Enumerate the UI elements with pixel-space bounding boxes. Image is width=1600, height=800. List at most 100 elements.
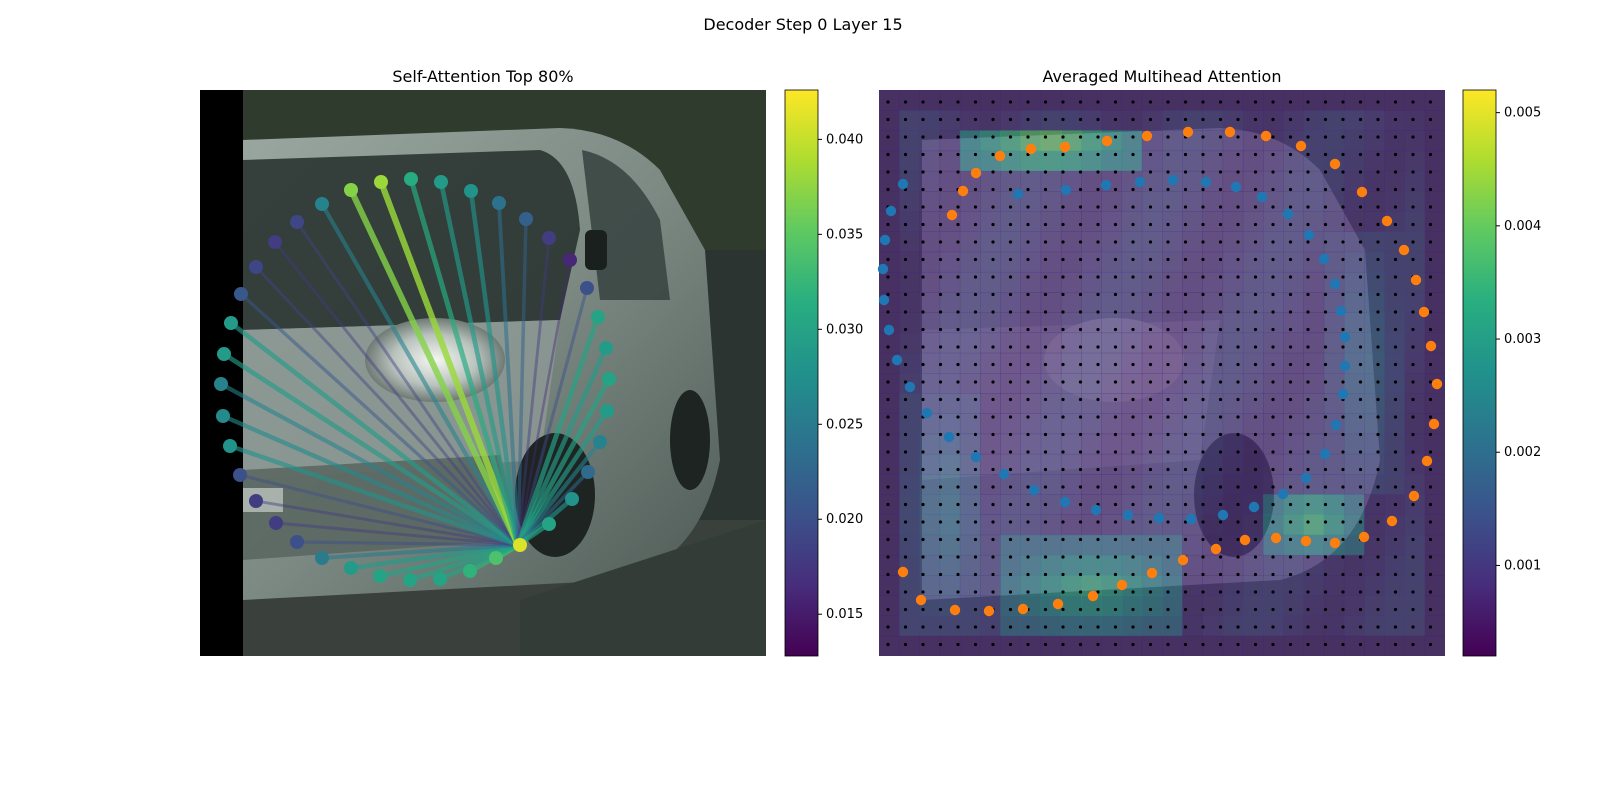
grid-dot [1078, 100, 1083, 104]
grid-dot [1201, 240, 1205, 244]
grid-dot [1166, 537, 1170, 542]
grid-dot [956, 415, 960, 419]
heatmap-cell [919, 332, 941, 354]
grid-dot [921, 170, 925, 174]
grid-dot [1061, 222, 1065, 227]
grid-dot [1306, 415, 1310, 419]
grid-dot [1218, 187, 1223, 192]
heatmap-cell [1242, 635, 1264, 656]
grid-dot [1271, 485, 1275, 489]
heatmap-cell [1141, 615, 1163, 637]
grid-dot [1166, 222, 1170, 227]
heatmap-cell [919, 635, 941, 656]
grid-dot [1306, 625, 1310, 629]
heatmap-cell [1081, 231, 1102, 253]
grid-dot [903, 590, 908, 594]
heatmap-cell [1343, 575, 1365, 596]
grid-dot [886, 555, 890, 559]
grid-dot [1271, 502, 1275, 507]
grid-dot [1358, 520, 1363, 524]
grid-dot [1061, 380, 1065, 384]
grid-dot [1061, 135, 1065, 139]
attention-point [565, 492, 579, 506]
heatmap-cell [1283, 191, 1304, 212]
heatmap-cell [1020, 635, 1042, 656]
heatmap-cell [1323, 110, 1345, 131]
blue-point [1185, 513, 1197, 525]
heatmap-cell [1162, 474, 1183, 495]
grid-dot [1288, 292, 1293, 297]
heatmap-cell [1404, 474, 1426, 495]
grid-dot [1096, 135, 1100, 139]
grid-dot [1253, 152, 1258, 157]
grid-dot [1428, 292, 1433, 297]
grid-dot [1026, 590, 1030, 594]
heatmap-cell [959, 393, 981, 414]
grid-dot [1078, 537, 1083, 542]
heatmap-cell [1060, 635, 1082, 656]
heatmap-cell [1323, 90, 1345, 111]
orange-point [1224, 126, 1236, 138]
grid-dot [1271, 642, 1275, 647]
grid-dot [1148, 450, 1153, 454]
grid-dot [1166, 257, 1170, 262]
grid-dot [1078, 432, 1083, 437]
heatmap-cell [980, 453, 1001, 475]
heatmap-cell [919, 514, 941, 536]
heatmap-cell [1182, 474, 1203, 495]
grid-dot [1253, 362, 1258, 367]
grid-dot [1201, 362, 1205, 367]
grid-dot [1323, 222, 1328, 227]
grid-dot [1148, 187, 1153, 192]
heatmap-cell [1263, 150, 1284, 172]
heatmap-cell [1404, 575, 1426, 596]
grid-dot [1166, 310, 1170, 314]
heatmap-cell [899, 453, 920, 475]
heatmap-cell [1081, 453, 1102, 475]
heatmap-cell [1202, 474, 1224, 495]
grid-dot [903, 450, 908, 454]
grid-dot [1393, 187, 1398, 192]
heatmap-cell [1182, 352, 1203, 374]
attention-point [593, 435, 607, 449]
grid-dot [903, 555, 908, 559]
grid-dot [1236, 327, 1240, 332]
grid-dot [1271, 240, 1275, 244]
grid-dot [1323, 327, 1328, 332]
heatmap-cell [1040, 312, 1062, 334]
heatmap-cell [959, 514, 981, 536]
grid-dot [1201, 117, 1205, 122]
grid-dot [1061, 100, 1065, 104]
grid-dot [1201, 170, 1205, 174]
grid-dot [1183, 222, 1188, 227]
grid-dot [956, 240, 960, 244]
orange-point [897, 566, 909, 578]
heatmap-cell [1202, 110, 1224, 131]
grid-dot [1218, 327, 1223, 332]
grid-dot [1113, 117, 1118, 122]
heatmap-cell [1141, 595, 1163, 617]
blue-point [1012, 188, 1024, 200]
grid-dot [956, 345, 960, 349]
heatmap-cell [1060, 595, 1082, 617]
grid-dot [1393, 502, 1398, 507]
attention-point [580, 281, 594, 295]
grid-dot [1166, 397, 1170, 402]
grid-dot [903, 380, 908, 384]
grid-dot [1113, 310, 1118, 314]
grid-dot [1183, 205, 1188, 209]
heatmap-cell [1222, 231, 1244, 253]
grid-dot [1341, 240, 1345, 244]
grid-dot [1131, 135, 1135, 139]
heatmap-cell [1000, 251, 1021, 273]
heatmap-cell [899, 231, 920, 253]
heatmap-cell [1424, 494, 1445, 515]
heatmap-cell [879, 373, 900, 394]
heatmap-cell [1182, 393, 1203, 414]
heatmap-cell [1364, 251, 1385, 273]
heatmap-cell [1202, 514, 1224, 536]
grid-dot [1183, 187, 1188, 192]
grid-dot [1323, 187, 1328, 192]
grid-dot [921, 485, 925, 489]
heatmap-cell [1323, 433, 1345, 455]
